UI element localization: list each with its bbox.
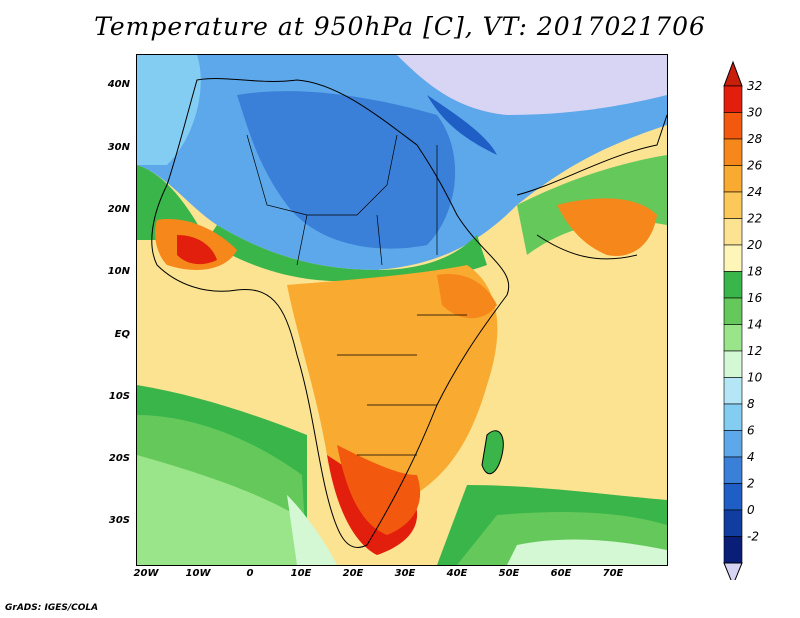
india-hot (557, 198, 657, 256)
colorbar-tick-label: 16 (747, 291, 763, 305)
sahel-green-band (207, 225, 487, 282)
colorbar-tick-label: -2 (747, 530, 759, 544)
lon-label-70e: 70E (602, 568, 624, 579)
map-title: Temperature at 950hPa [C], VT: 201702170… (94, 12, 706, 41)
country-borders (246, 134, 467, 456)
colorbar-swatch (723, 483, 743, 511)
benguela-cool-strip (287, 495, 337, 565)
colorbar-tick-label: 32 (747, 79, 762, 93)
colorbar-swatch (723, 403, 743, 431)
lat-label-eq: EQ (114, 329, 130, 340)
mali-hot-core (177, 235, 217, 265)
colorbar-top-arrow (723, 60, 743, 87)
lon-label-50e: 50E (498, 568, 520, 579)
colorbar-tick-label: 28 (747, 132, 763, 146)
lon-label-40e: 40E (446, 568, 468, 579)
lon-label-10e: 10E (290, 568, 312, 579)
colorbar-swatch (723, 509, 743, 537)
colorbar-swatch (723, 350, 743, 378)
east-med-cold (427, 95, 497, 155)
colorbar-swatch (723, 165, 743, 193)
colorbar-swatch (723, 377, 743, 405)
colorbar-swatch (723, 218, 743, 246)
northwest-green (137, 165, 207, 240)
colorbar-tick-label: 6 (747, 424, 755, 438)
lon-label-20w: 20W (133, 568, 159, 579)
lat-label-30s: 30S (108, 515, 130, 526)
south-atlantic-light-green (137, 455, 312, 565)
colorbar-tick-label: 2 (747, 477, 755, 491)
lon-label-0: 0 (246, 568, 254, 579)
arabia-india-coastline (516, 114, 667, 260)
grads-credit: GrADS: IGES/COLA (5, 603, 99, 613)
colorbar-tick-label: 30 (747, 106, 763, 120)
horn-warm (437, 274, 497, 319)
colorbar-tick-label: 0 (747, 503, 755, 517)
madagascar-coastline (481, 430, 504, 475)
colorbar-swatch (723, 456, 743, 484)
lat-label-30n: 30N (107, 142, 130, 153)
colorbar-swatch (723, 85, 743, 113)
colorbar-bottom-arrow (723, 562, 743, 580)
temperature-map (136, 54, 668, 566)
colorbar-tick-label: 20 (747, 238, 763, 252)
colorbar-tick-label: 12 (747, 344, 762, 358)
kalahari-hot (337, 445, 421, 535)
colorbar-swatch (723, 536, 743, 564)
colorbar-swatch (723, 138, 743, 166)
colorbar-tick-label: 24 (747, 185, 762, 199)
colorbar-tick-label: 4 (747, 450, 755, 464)
lon-label-30e: 30E (394, 568, 416, 579)
colorbar-swatch (723, 271, 743, 299)
colorbar-swatch (723, 112, 743, 140)
colorbar-tick-label: 22 (747, 212, 762, 226)
lon-label-10w: 10W (185, 568, 211, 579)
south-indian-ocean-cool (507, 539, 667, 565)
northwest-atlantic-cool (137, 55, 201, 165)
madagascar-green (482, 430, 504, 474)
colorbar-swatch (723, 244, 743, 272)
turkey-cold-zone (397, 55, 667, 115)
colorbar-tick-label: 8 (747, 397, 755, 411)
lat-label-40n: 40N (107, 79, 130, 90)
colorbar-swatch (723, 191, 743, 219)
lon-label-60e: 60E (550, 568, 572, 579)
sahara-cool-core (237, 91, 456, 249)
colorbar-swatch (723, 430, 743, 458)
colorbar-swatch (723, 297, 743, 325)
colorbar-tick-label: 10 (747, 371, 763, 385)
lat-label-10s: 10S (108, 391, 130, 402)
colorbar-swatch (723, 324, 743, 352)
lat-label-20s: 20S (108, 453, 130, 464)
colorbar-tick-label: 14 (747, 318, 762, 332)
colorbar-tick-label: 18 (747, 265, 763, 279)
lat-label-20n: 20N (107, 204, 130, 215)
colorbar-tick-label: 26 (747, 159, 763, 173)
lon-label-20e: 20E (342, 568, 364, 579)
africa-coastline (151, 78, 510, 548)
temperature-field (137, 55, 667, 565)
lat-label-10n: 10N (107, 266, 130, 277)
